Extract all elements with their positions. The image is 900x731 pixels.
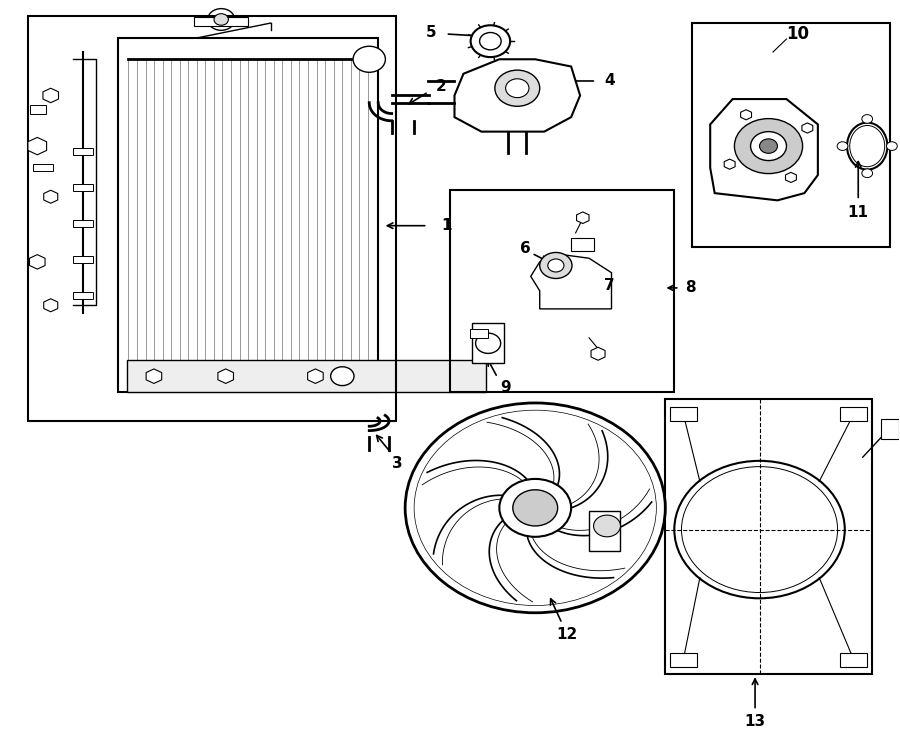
Polygon shape	[146, 369, 162, 384]
Circle shape	[330, 367, 354, 385]
Circle shape	[506, 79, 529, 98]
Text: 1: 1	[441, 218, 452, 233]
Bar	[472, 323, 504, 363]
Polygon shape	[531, 254, 611, 309]
Polygon shape	[710, 99, 818, 200]
Circle shape	[862, 115, 873, 124]
Polygon shape	[786, 173, 796, 183]
Circle shape	[734, 118, 803, 173]
Polygon shape	[43, 88, 58, 102]
Circle shape	[760, 139, 778, 154]
Polygon shape	[802, 123, 813, 133]
Text: 2: 2	[436, 79, 446, 94]
Text: 5: 5	[426, 25, 436, 40]
Polygon shape	[218, 369, 233, 384]
Circle shape	[837, 142, 848, 151]
Text: 13: 13	[744, 713, 766, 729]
Bar	[73, 292, 93, 300]
Circle shape	[214, 14, 229, 26]
Circle shape	[548, 259, 564, 272]
Bar	[28, 16, 396, 421]
Bar	[73, 148, 93, 155]
Bar	[194, 18, 248, 26]
Polygon shape	[577, 212, 589, 224]
Circle shape	[540, 252, 572, 279]
Circle shape	[208, 9, 235, 30]
Text: 6: 6	[520, 240, 531, 256]
Bar	[73, 220, 93, 227]
Bar	[841, 653, 868, 667]
Bar	[670, 406, 697, 421]
Text: 12: 12	[556, 627, 577, 642]
Text: 10: 10	[787, 25, 809, 43]
Circle shape	[513, 490, 558, 526]
Circle shape	[500, 479, 572, 537]
Polygon shape	[28, 137, 47, 155]
Bar	[841, 406, 868, 421]
Text: 7: 7	[604, 279, 615, 293]
Polygon shape	[454, 59, 580, 132]
Text: 4: 4	[604, 74, 615, 88]
Circle shape	[471, 26, 510, 57]
Polygon shape	[44, 190, 58, 203]
Circle shape	[751, 132, 787, 161]
Text: 9: 9	[500, 379, 511, 395]
Text: 3: 3	[392, 455, 402, 471]
Bar	[692, 23, 889, 247]
Text: 8: 8	[685, 281, 696, 295]
Bar	[127, 360, 486, 392]
Bar	[450, 189, 674, 392]
Bar	[572, 238, 594, 251]
Bar	[670, 653, 697, 667]
Text: 11: 11	[848, 205, 868, 220]
Bar	[470, 329, 488, 338]
Bar	[881, 419, 898, 439]
Polygon shape	[591, 347, 605, 360]
Bar	[73, 256, 93, 263]
Bar	[32, 164, 52, 172]
Polygon shape	[30, 254, 45, 269]
Bar	[73, 183, 93, 191]
Bar	[30, 105, 46, 113]
Circle shape	[594, 515, 620, 537]
Circle shape	[886, 142, 897, 151]
Circle shape	[495, 70, 540, 106]
Bar	[665, 399, 872, 674]
Polygon shape	[44, 299, 58, 312]
Bar	[590, 512, 620, 551]
Polygon shape	[741, 110, 751, 120]
Polygon shape	[724, 159, 735, 170]
Circle shape	[353, 46, 385, 72]
Circle shape	[862, 169, 873, 178]
Polygon shape	[308, 369, 323, 384]
